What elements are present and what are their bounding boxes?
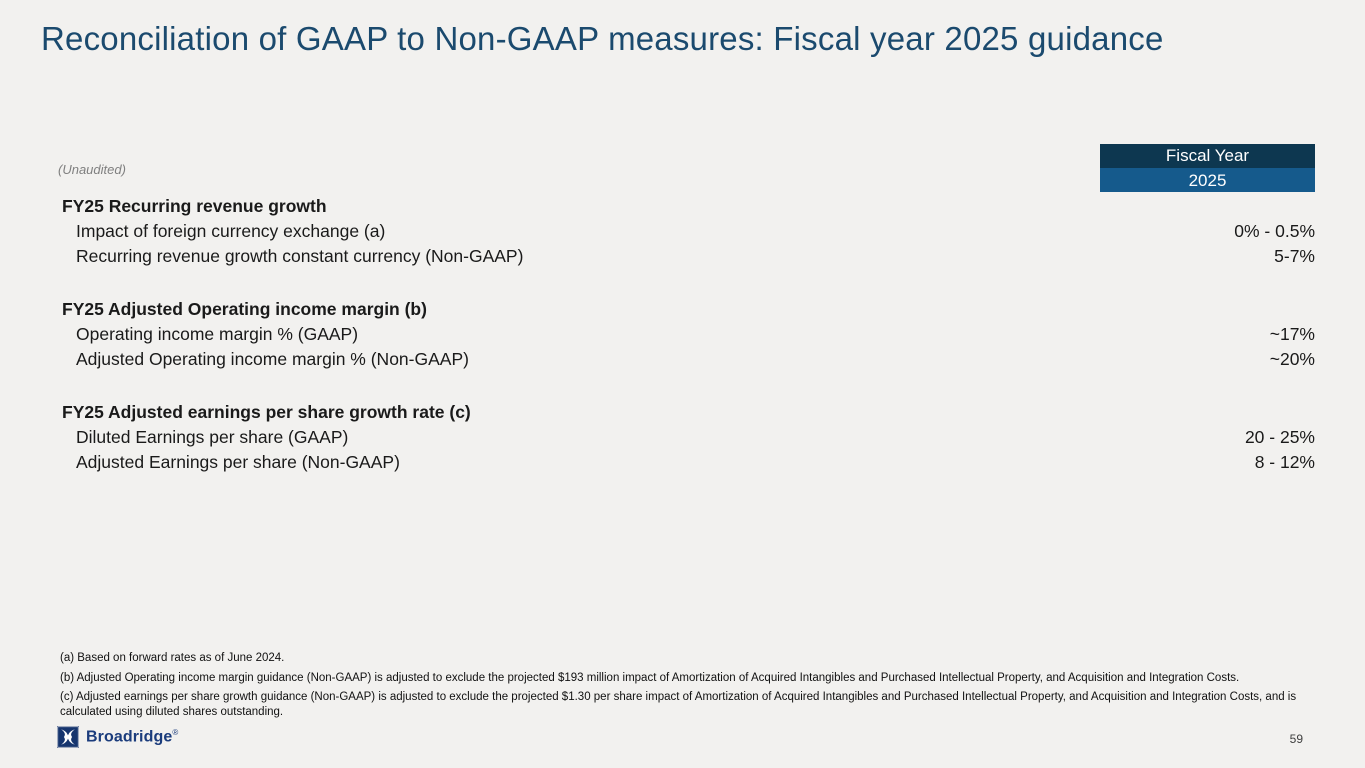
table-row: Diluted Earnings per share (GAAP) 20 - 2… [62,425,1315,450]
footnotes: (a) Based on forward rates as of June 20… [60,651,1332,724]
fiscal-year-column-header: Fiscal Year 2025 [1100,144,1315,192]
row-label: Adjusted Operating income margin % (Non-… [76,349,469,369]
row-label: Recurring revenue growth constant curren… [76,246,524,266]
row-value: 20 - 25% [1244,427,1315,447]
group-header-label: FY25 Adjusted earnings per share growth … [62,402,471,422]
footnote-c: (c) Adjusted earnings per share growth g… [60,691,1297,718]
reconciliation-table: FY25 Recurring revenue growth Impact of … [62,193,1315,502]
group-header-label: FY25 Recurring revenue growth [62,196,327,216]
column-header-line2: 2025 [1100,168,1315,192]
unaudited-label: (Unaudited) [58,162,126,177]
table-row: Adjusted Operating income margin % (Non-… [62,347,1315,372]
page-title: Reconciliation of GAAP to Non-GAAP measu… [41,20,1164,57]
registered-mark: ® [172,727,179,737]
table-group-recurring-revenue: FY25 Recurring revenue growth Impact of … [62,193,1315,269]
footnote-a: (a) Based on forward rates as of June 20… [60,652,285,664]
group-header: FY25 Adjusted Operating income margin (b… [62,296,1315,322]
group-header-label: FY25 Adjusted Operating income margin (b… [62,299,427,319]
page-number: 59 [1289,732,1303,746]
row-value: ~20% [1269,349,1315,369]
group-header: FY25 Adjusted earnings per share growth … [62,399,1315,425]
row-value: 0% - 0.5% [1234,221,1315,241]
column-header-line1: Fiscal Year [1100,144,1315,168]
row-value: 8 - 12% [1254,452,1315,472]
footnote-b: (b) Adjusted Operating income margin gui… [60,671,1240,684]
broadridge-logo-text: Broadridge® [86,727,179,746]
table-row: Operating income margin % (GAAP) ~17% [62,322,1315,347]
row-label: Operating income margin % (GAAP) [76,324,359,344]
broadridge-logo-icon [57,726,79,748]
group-header: FY25 Recurring revenue growth [62,193,1315,219]
table-group-operating-income-margin: FY25 Adjusted Operating income margin (b… [62,296,1315,372]
table-group-eps-growth: FY25 Adjusted earnings per share growth … [62,399,1315,475]
row-label: Adjusted Earnings per share (Non-GAAP) [76,452,400,472]
row-value: 5-7% [1274,246,1315,266]
row-value: ~17% [1269,324,1315,344]
table-row: Adjusted Earnings per share (Non-GAAP) 8… [62,450,1315,475]
row-label: Diluted Earnings per share (GAAP) [76,427,349,447]
broadridge-logo: Broadridge® [57,726,178,748]
table-row: Recurring revenue growth constant curren… [62,244,1315,269]
table-row: Impact of foreign currency exchange (a) … [62,219,1315,244]
row-label: Impact of foreign currency exchange (a) [76,221,386,241]
